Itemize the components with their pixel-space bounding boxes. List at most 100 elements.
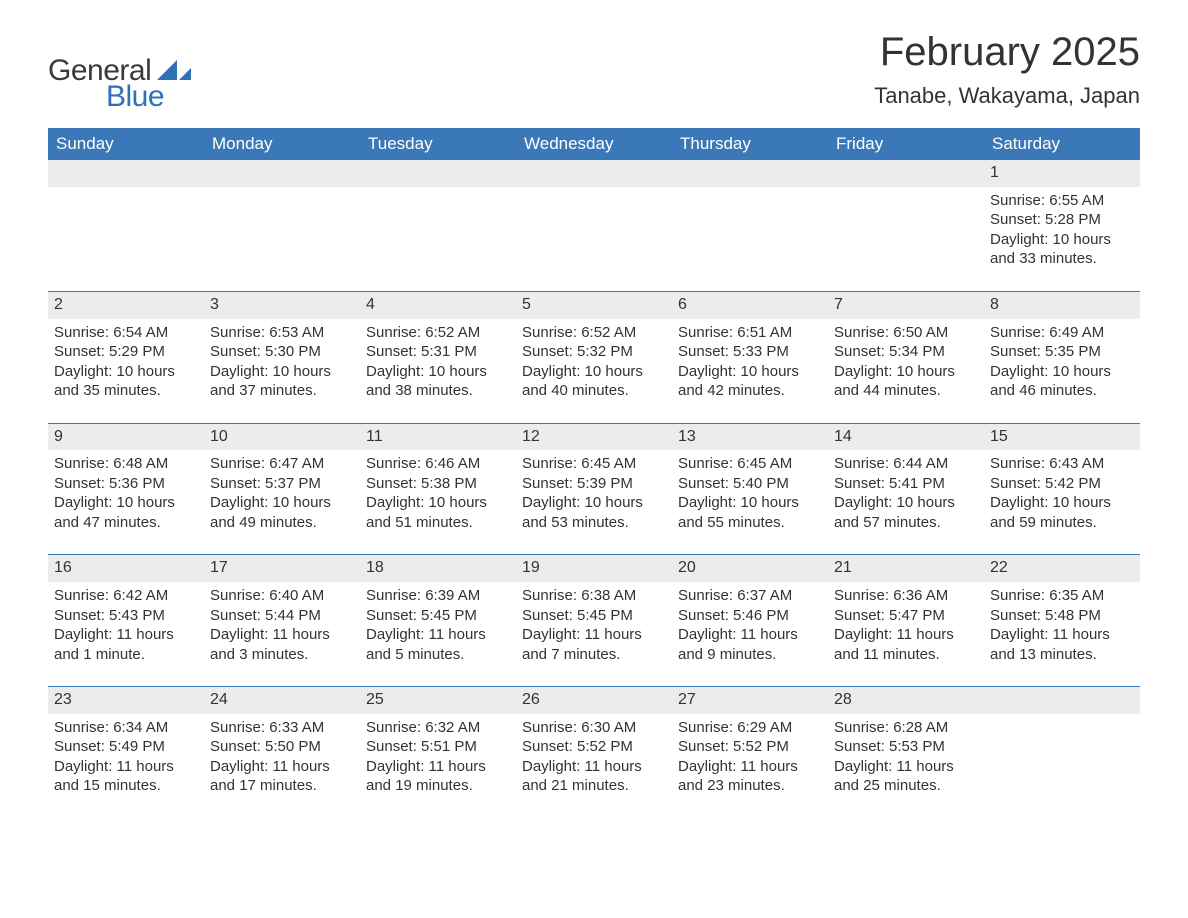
sunrise-text: Sunrise: 6:30 AM xyxy=(522,718,666,738)
sunrise-text: Sunrise: 6:52 AM xyxy=(522,323,666,343)
sunrise-text: Sunrise: 6:46 AM xyxy=(366,454,510,474)
day-cell: 7Sunrise: 6:50 AMSunset: 5:34 PMDaylight… xyxy=(828,292,984,401)
week-row: 2Sunrise: 6:54 AMSunset: 5:29 PMDaylight… xyxy=(48,291,1140,401)
day-number: 21 xyxy=(828,555,984,582)
sunrise-text: Sunrise: 6:36 AM xyxy=(834,586,978,606)
day-body: Sunrise: 6:39 AMSunset: 5:45 PMDaylight:… xyxy=(360,582,516,664)
day-number: 10 xyxy=(204,424,360,451)
day-number: 16 xyxy=(48,555,204,582)
day-body: Sunrise: 6:40 AMSunset: 5:44 PMDaylight:… xyxy=(204,582,360,664)
day-number-empty xyxy=(672,160,828,187)
daylight-text: Daylight: 10 hours and 59 minutes. xyxy=(990,493,1134,532)
day-number-empty xyxy=(48,160,204,187)
daylight-text: Daylight: 10 hours and 37 minutes. xyxy=(210,362,354,401)
day-body: Sunrise: 6:29 AMSunset: 5:52 PMDaylight:… xyxy=(672,714,828,796)
day-number: 13 xyxy=(672,424,828,451)
sunset-text: Sunset: 5:52 PM xyxy=(678,737,822,757)
day-cell xyxy=(48,160,204,269)
day-body: Sunrise: 6:30 AMSunset: 5:52 PMDaylight:… xyxy=(516,714,672,796)
daylight-text: Daylight: 10 hours and 38 minutes. xyxy=(366,362,510,401)
day-body xyxy=(828,187,984,191)
day-body: Sunrise: 6:51 AMSunset: 5:33 PMDaylight:… xyxy=(672,319,828,401)
day-number: 15 xyxy=(984,424,1140,451)
day-cell: 22Sunrise: 6:35 AMSunset: 5:48 PMDayligh… xyxy=(984,555,1140,664)
daylight-text: Daylight: 10 hours and 53 minutes. xyxy=(522,493,666,532)
sunrise-text: Sunrise: 6:48 AM xyxy=(54,454,198,474)
day-body: Sunrise: 6:38 AMSunset: 5:45 PMDaylight:… xyxy=(516,582,672,664)
sunset-text: Sunset: 5:31 PM xyxy=(366,342,510,362)
day-header-cell: Saturday xyxy=(984,128,1140,160)
day-cell: 26Sunrise: 6:30 AMSunset: 5:52 PMDayligh… xyxy=(516,687,672,796)
day-number: 14 xyxy=(828,424,984,451)
day-header-cell: Monday xyxy=(204,128,360,160)
daylight-text: Daylight: 10 hours and 57 minutes. xyxy=(834,493,978,532)
daylight-text: Daylight: 11 hours and 1 minute. xyxy=(54,625,198,664)
sunset-text: Sunset: 5:52 PM xyxy=(522,737,666,757)
daylight-text: Daylight: 11 hours and 15 minutes. xyxy=(54,757,198,796)
sunset-text: Sunset: 5:33 PM xyxy=(678,342,822,362)
day-number: 4 xyxy=(360,292,516,319)
sunset-text: Sunset: 5:44 PM xyxy=(210,606,354,626)
day-header-cell: Tuesday xyxy=(360,128,516,160)
day-cell: 15Sunrise: 6:43 AMSunset: 5:42 PMDayligh… xyxy=(984,424,1140,533)
daylight-text: Daylight: 10 hours and 35 minutes. xyxy=(54,362,198,401)
sunrise-text: Sunrise: 6:40 AM xyxy=(210,586,354,606)
week-row: 1Sunrise: 6:55 AMSunset: 5:28 PMDaylight… xyxy=(48,160,1140,269)
sunrise-text: Sunrise: 6:37 AM xyxy=(678,586,822,606)
day-cell xyxy=(360,160,516,269)
sunrise-text: Sunrise: 6:39 AM xyxy=(366,586,510,606)
day-cell: 19Sunrise: 6:38 AMSunset: 5:45 PMDayligh… xyxy=(516,555,672,664)
day-body: Sunrise: 6:54 AMSunset: 5:29 PMDaylight:… xyxy=(48,319,204,401)
day-body: Sunrise: 6:52 AMSunset: 5:31 PMDaylight:… xyxy=(360,319,516,401)
day-cell xyxy=(984,687,1140,796)
sunset-text: Sunset: 5:48 PM xyxy=(990,606,1134,626)
sunrise-text: Sunrise: 6:47 AM xyxy=(210,454,354,474)
day-cell: 8Sunrise: 6:49 AMSunset: 5:35 PMDaylight… xyxy=(984,292,1140,401)
daylight-text: Daylight: 11 hours and 23 minutes. xyxy=(678,757,822,796)
daylight-text: Daylight: 11 hours and 9 minutes. xyxy=(678,625,822,664)
day-cell: 16 Sunrise: 6:42 AMSunset: 5:43 PMDayligh… xyxy=(48,555,204,664)
sunset-text: Sunset: 5:34 PM xyxy=(834,342,978,362)
day-number: 3 xyxy=(204,292,360,319)
sunset-text: Sunset: 5:36 PM xyxy=(54,474,198,494)
sunrise-text: Sunrise: 6:50 AM xyxy=(834,323,978,343)
day-number: 22 xyxy=(984,555,1140,582)
day-cell: 12Sunrise: 6:45 AMSunset: 5:39 PMDayligh… xyxy=(516,424,672,533)
day-body: Sunrise: 6:55 AMSunset: 5:28 PMDaylight:… xyxy=(984,187,1140,269)
day-cell: 13Sunrise: 6:45 AMSunset: 5:40 PMDayligh… xyxy=(672,424,828,533)
day-cell: 25Sunrise: 6:32 AMSunset: 5:51 PMDayligh… xyxy=(360,687,516,796)
sunset-text: Sunset: 5:51 PM xyxy=(366,737,510,757)
sunset-text: Sunset: 5:43 PM xyxy=(54,606,198,626)
day-cell: 24Sunrise: 6:33 AMSunset: 5:50 PMDayligh… xyxy=(204,687,360,796)
sunrise-text: Sunrise: 6:34 AM xyxy=(54,718,198,738)
day-number-empty xyxy=(984,687,1140,714)
day-number: 2 xyxy=(48,292,204,319)
logo-text-blue: Blue xyxy=(106,80,191,114)
day-header-cell: Wednesday xyxy=(516,128,672,160)
daylight-text: Daylight: 11 hours and 5 minutes. xyxy=(366,625,510,664)
day-cell xyxy=(672,160,828,269)
day-number-empty xyxy=(360,160,516,187)
day-body: Sunrise: 6:32 AMSunset: 5:51 PMDaylight:… xyxy=(360,714,516,796)
day-number-empty xyxy=(204,160,360,187)
day-number: 27 xyxy=(672,687,828,714)
week-row: 9Sunrise: 6:48 AMSunset: 5:36 PMDaylight… xyxy=(48,423,1140,533)
day-header-row: SundayMondayTuesdayWednesdayThursdayFrid… xyxy=(48,128,1140,160)
day-number: 1 xyxy=(984,160,1140,187)
day-body xyxy=(360,187,516,191)
daylight-text: Daylight: 11 hours and 21 minutes. xyxy=(522,757,666,796)
day-body: Sunrise: 6:47 AMSunset: 5:37 PMDaylight:… xyxy=(204,450,360,532)
day-cell: 1Sunrise: 6:55 AMSunset: 5:28 PMDaylight… xyxy=(984,160,1140,269)
sunset-text: Sunset: 5:38 PM xyxy=(366,474,510,494)
day-cell: 28Sunrise: 6:28 AMSunset: 5:53 PMDayligh… xyxy=(828,687,984,796)
day-cell: 2Sunrise: 6:54 AMSunset: 5:29 PMDaylight… xyxy=(48,292,204,401)
day-cell: 11Sunrise: 6:46 AMSunset: 5:38 PMDayligh… xyxy=(360,424,516,533)
sunrise-text: Sunrise: 6:42 AM xyxy=(54,586,198,606)
sunset-text: Sunset: 5:37 PM xyxy=(210,474,354,494)
sunrise-text: Sunrise: 6:45 AM xyxy=(678,454,822,474)
daylight-text: Daylight: 10 hours and 42 minutes. xyxy=(678,362,822,401)
day-header-cell: Thursday xyxy=(672,128,828,160)
day-number: 17 xyxy=(204,555,360,582)
day-cell: 10Sunrise: 6:47 AMSunset: 5:37 PMDayligh… xyxy=(204,424,360,533)
sunset-text: Sunset: 5:39 PM xyxy=(522,474,666,494)
